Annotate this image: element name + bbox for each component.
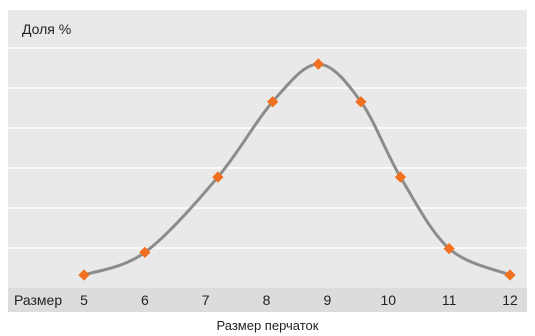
x-tick-label: 6 xyxy=(140,292,149,308)
x-tick-label: 9 xyxy=(323,292,332,308)
x-tick-label: 12 xyxy=(502,292,518,308)
data-point-marker xyxy=(312,58,324,70)
data-point-marker xyxy=(504,269,516,281)
data-point-marker xyxy=(443,242,455,255)
data-point-marker xyxy=(394,171,407,183)
data-point-marker xyxy=(212,171,224,183)
y-axis-label: Доля % xyxy=(22,21,72,37)
data-point-marker xyxy=(78,269,90,281)
x-tick-label: 5 xyxy=(80,292,88,308)
x-axis-prefix-label: Размер xyxy=(14,292,63,308)
x-axis-title: Размер перчаток xyxy=(216,318,319,333)
x-tick-label: 11 xyxy=(441,292,457,308)
x-tick-label: 8 xyxy=(262,292,271,308)
x-tick-label: 10 xyxy=(380,292,397,308)
series-line xyxy=(83,62,511,277)
x-axis-band xyxy=(8,288,527,312)
x-tick-label: 7 xyxy=(201,292,210,308)
data-point-marker xyxy=(139,246,151,259)
